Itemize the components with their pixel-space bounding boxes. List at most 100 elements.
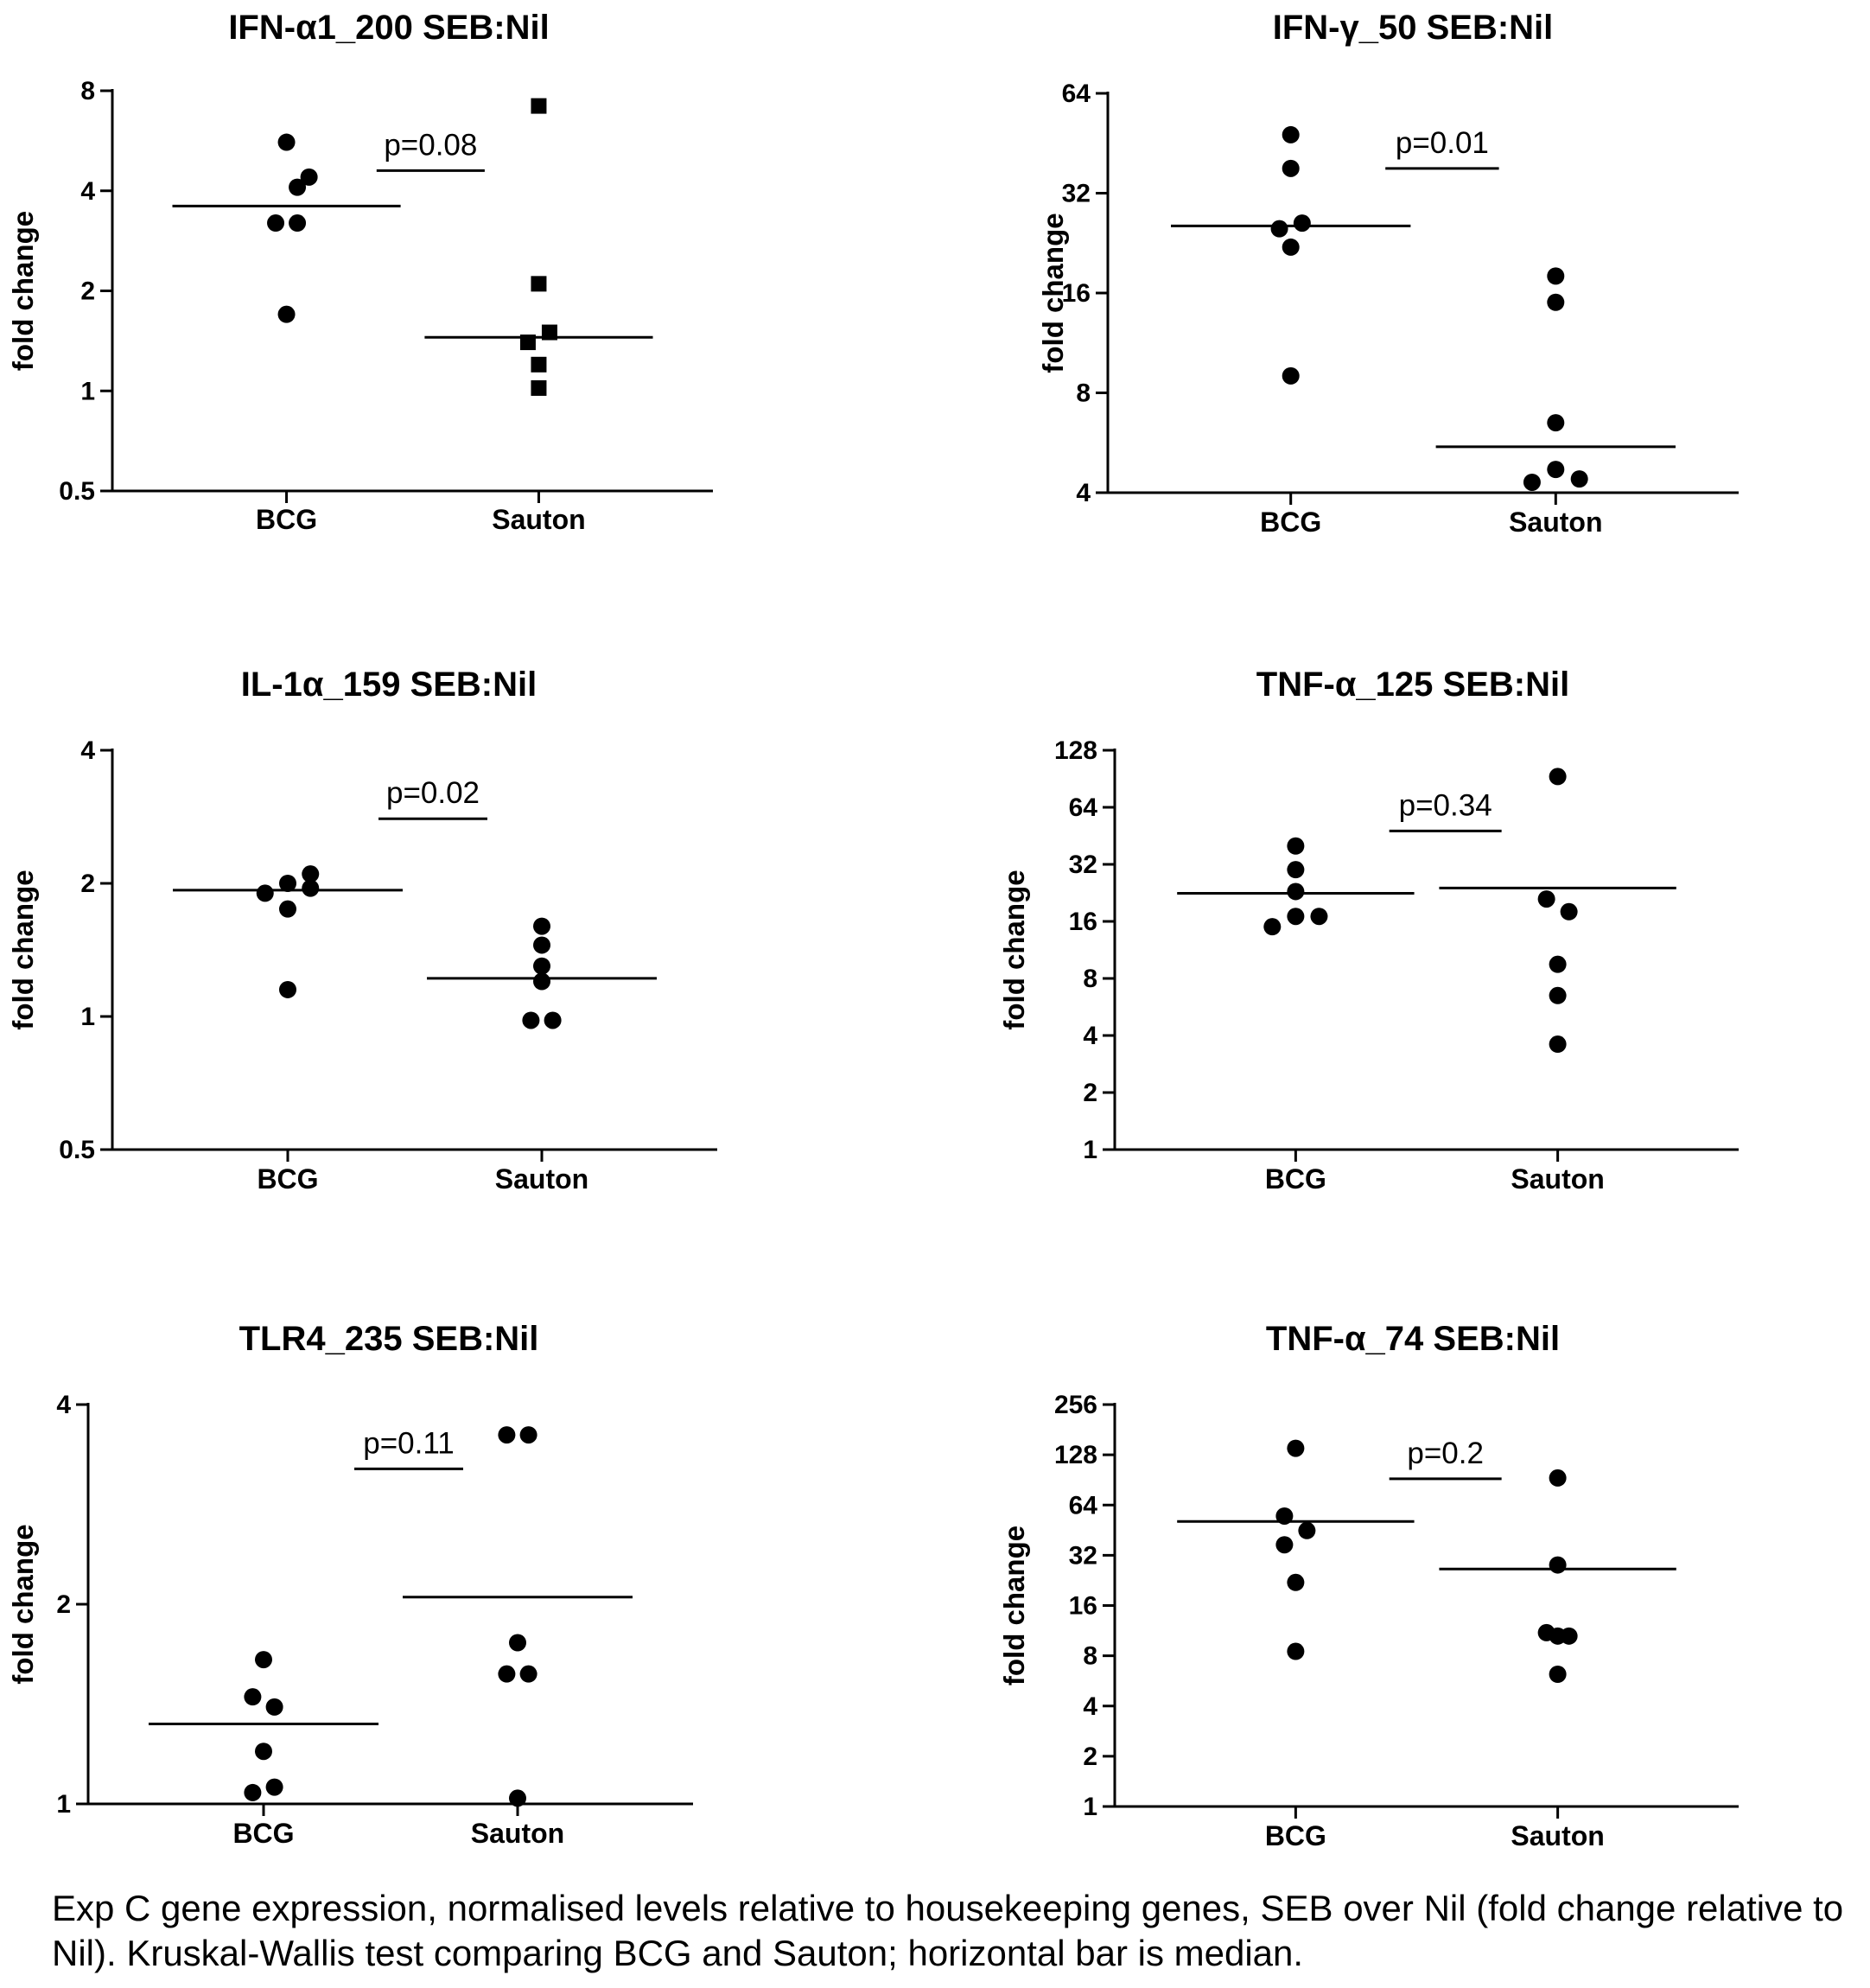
data-point (531, 356, 547, 373)
data-point (1282, 125, 1300, 143)
pvalue-label: p=0.11 (363, 1426, 454, 1460)
data-point (1282, 159, 1300, 177)
x-tick-label: BCG (1265, 1820, 1326, 1851)
panel-title: TLR4_235 SEB:Nil (239, 1320, 539, 1358)
pvalue-label: p=0.34 (1399, 788, 1492, 822)
y-tick-label: 64 (1069, 1491, 1098, 1520)
y-tick-label: 1 (1083, 1136, 1097, 1164)
data-point (1547, 293, 1565, 311)
data-point (533, 936, 550, 954)
y-tick-label: 128 (1054, 1441, 1097, 1469)
data-point (265, 1698, 283, 1716)
x-tick-label: Sauton (1509, 507, 1602, 538)
y-tick-label: 8 (1083, 965, 1097, 993)
y-tick-label: 8 (1083, 1642, 1097, 1671)
data-point (1547, 461, 1565, 479)
data-point (533, 972, 550, 991)
data-point (1275, 1536, 1294, 1554)
data-point (302, 865, 320, 883)
data-point (498, 1665, 516, 1683)
y-tick-label: 0.5 (59, 1136, 95, 1164)
x-tick-label: BCG (1265, 1163, 1326, 1195)
data-point (289, 214, 307, 233)
data-point (1287, 1573, 1305, 1591)
panel-4: TNF-α_125 SEB:Nil 1 2 4 8 16 32 64 128 fold chang… (998, 666, 1739, 1195)
y-tick-label: 32 (1069, 851, 1097, 879)
y-tick-label: 2 (1083, 1743, 1097, 1771)
y-tick-label: 2 (80, 870, 95, 898)
data-point (289, 178, 307, 196)
y-tick-label: 4 (1076, 479, 1091, 507)
panel-1: IFN-α1_200 SEB:Nil 0.5 1 2 4 8 fold change BCG S… (7, 9, 713, 535)
data-point (1270, 220, 1288, 238)
y-axis-label: fold change (7, 1524, 39, 1684)
panel-title: IFN-γ_50 SEB:Nil (1273, 9, 1554, 47)
data-point (533, 957, 550, 975)
data-point (1549, 986, 1567, 1004)
data-point (519, 1665, 537, 1683)
data-point (267, 214, 285, 233)
data-point (256, 884, 274, 902)
data-point (531, 98, 547, 114)
x-tick-label: BCG (232, 1818, 294, 1849)
x-tick-label: BCG (257, 1163, 318, 1195)
x-tick-label: Sauton (471, 1818, 564, 1849)
y-tick-label: 4 (80, 736, 95, 765)
y-tick-label: 1 (80, 377, 95, 405)
data-point (1287, 1642, 1305, 1660)
data-point (279, 980, 296, 998)
data-point (519, 1426, 537, 1444)
y-tick-label: 128 (1054, 736, 1097, 765)
data-point (1287, 1439, 1305, 1457)
y-tick-label: 16 (1069, 908, 1097, 936)
data-point (531, 276, 547, 292)
x-tick-label: Sauton (495, 1163, 588, 1195)
data-point (1549, 1469, 1567, 1487)
y-tick-label: 16 (1069, 1592, 1097, 1621)
y-axis-label: fold change (998, 1526, 1030, 1685)
y-axis-label: fold change (1037, 213, 1069, 373)
data-point (255, 1651, 272, 1669)
x-tick-label: BCG (1260, 507, 1321, 538)
data-point (509, 1634, 526, 1652)
pvalue-label: p=0.02 (386, 776, 480, 810)
data-point (1263, 918, 1282, 936)
data-point (1547, 267, 1565, 285)
data-point (1570, 470, 1588, 488)
data-point (1549, 768, 1567, 786)
data-point (265, 1778, 283, 1796)
data-point (544, 1011, 562, 1029)
pvalue-label: p=0.08 (384, 128, 477, 162)
y-tick-label: 2 (80, 277, 95, 306)
y-tick-label: 64 (1062, 80, 1091, 108)
y-tick-label: 32 (1062, 180, 1091, 208)
y-tick-label: 1 (56, 1790, 71, 1819)
data-point (1287, 837, 1305, 855)
data-point (244, 1783, 262, 1801)
data-point (1547, 414, 1565, 432)
data-point (300, 168, 318, 186)
panel-5: TLR4_235 SEB:Nil 1 2 4 fold change BCG Sauton p… (7, 1320, 693, 1849)
x-tick-label: BCG (256, 504, 317, 535)
x-tick-label: Sauton (492, 504, 585, 535)
y-tick-label: 2 (1083, 1079, 1097, 1107)
data-point (1560, 1627, 1578, 1645)
data-point (1293, 214, 1311, 233)
data-point (1560, 902, 1578, 921)
y-tick-label: 256 (1054, 1391, 1097, 1419)
data-point (277, 305, 296, 323)
x-tick-label: Sauton (1511, 1163, 1604, 1195)
y-tick-label: 4 (1083, 1692, 1097, 1721)
data-point (255, 1743, 272, 1761)
data-point (1287, 861, 1305, 879)
data-point (522, 1011, 540, 1029)
y-tick-label: 1 (80, 1003, 95, 1031)
y-tick-label: 2 (56, 1590, 71, 1619)
data-point (533, 917, 550, 935)
y-axis-label: fold change (7, 870, 39, 1029)
data-point (1549, 1035, 1567, 1054)
y-tick-label: 4 (56, 1391, 71, 1419)
panel-title: IFN-α1_200 SEB:Nil (228, 9, 549, 47)
panel-6: TNF-α_74 SEB:Nil 1 2 4 8 16 32 64 128 256 fold cha… (998, 1320, 1739, 1851)
